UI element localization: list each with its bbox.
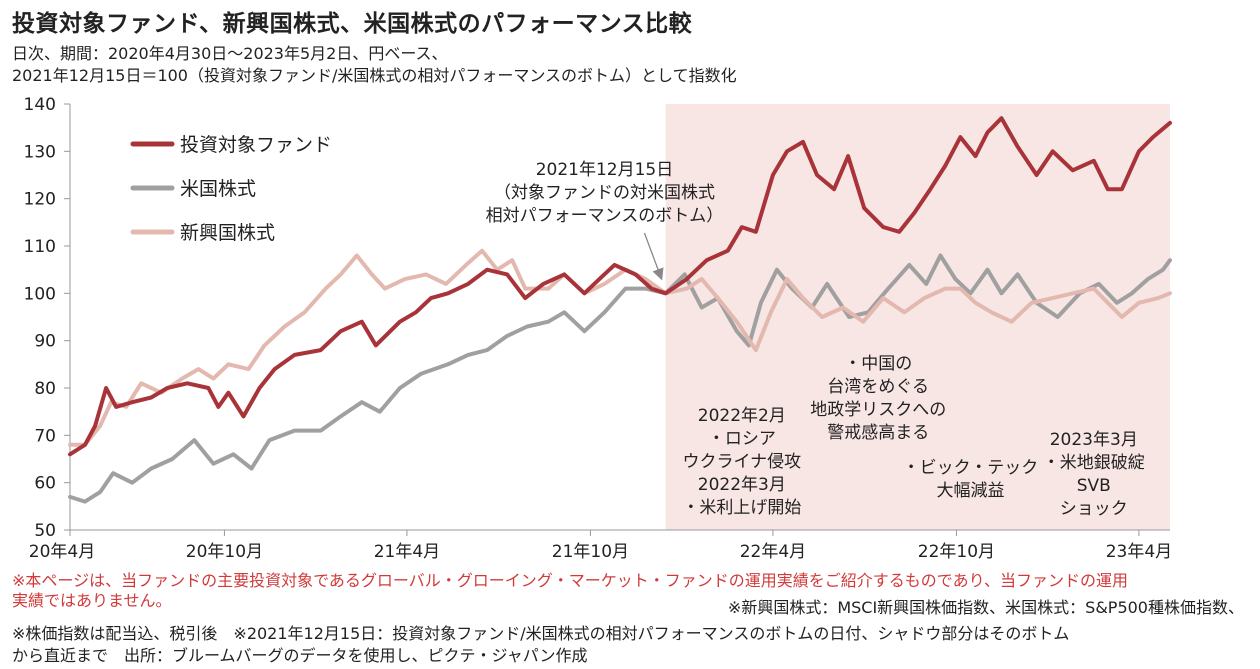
series-layer: [68, 116, 1172, 504]
y-tick-label: 90: [34, 332, 56, 352]
source-note: から直近まで 出所：ブルームバーグのデータを使用し、ピクテ・ジャパン作成: [12, 646, 588, 665]
axis-layer: 50 60 70 80 90 100 110 120 130 140 20年4月 20年10月 21年4…: [24, 95, 1173, 562]
annotation-arrow: [643, 232, 664, 281]
y-tick-label: 110: [24, 237, 56, 257]
x-tick-label: 21年4月: [374, 542, 440, 562]
x-tick-label: 20年10月: [186, 542, 263, 562]
y-tick-label: 50: [34, 521, 56, 541]
x-tick-label: 22年4月: [740, 542, 806, 562]
chart-subtitle-2: 2021年12月15日＝100（投資対象ファンド/米国株式の相対パフォーマンスの…: [12, 66, 737, 85]
annotation-taiwan-line: 台湾をめぐる: [827, 377, 929, 397]
legend-label: 米国株式: [180, 178, 256, 200]
annotation-russia-line: ・米利上げ開始: [682, 498, 801, 518]
annotation-russia-line: 2022年2月: [698, 406, 786, 426]
note-line-2: 実績ではありません。: [12, 591, 172, 610]
annotation-russia-line: ウクライナ侵攻: [682, 452, 801, 472]
chart-title: 投資対象ファンド、新興国株式、米国株式のパフォーマンス比較: [12, 11, 693, 37]
annotation-taiwan-line: 地政学リスクへの: [810, 400, 946, 420]
annotation-taiwan-line: 警戒感高まる: [827, 423, 929, 443]
legend-label: 新興国株式: [180, 222, 275, 244]
legend-label: 投資対象ファンド: [180, 134, 332, 156]
y-tick-label: 140: [24, 95, 56, 115]
y-tick-label: 60: [34, 474, 56, 494]
shade-region: [665, 104, 1170, 530]
chart-subtitle-1: 日次、期間：2020年4月30日～2023年5月2日、円ベース、: [12, 44, 448, 63]
series-line-0: [68, 116, 1172, 457]
annotation-bigtech-line: 大幅減益: [936, 481, 1004, 501]
annotation-russia-line: ・ロシア: [708, 429, 776, 449]
annotation-bigtech-line: ・ビック・テック: [903, 458, 1039, 478]
annotation-russia-line: 2022年3月: [698, 475, 786, 495]
disclaimer-note: ※本ページは、当ファンドの主要投資対象であるグローバル・グローイング・マーケット…: [12, 571, 1252, 611]
annotation-bottom-line: 2021年12月15日: [536, 160, 674, 180]
y-tick-label: 100: [24, 284, 56, 304]
y-tick-label: 130: [24, 142, 56, 162]
annotation-svb-line: ・米地銀破綻: [1043, 453, 1145, 473]
annotation-bottom-line: （対象ファンドの対米国株式: [494, 183, 715, 203]
annotation-svb-line: ショック: [1060, 499, 1128, 519]
annotation-svb-line: SVB: [1077, 476, 1111, 496]
x-tick-label: 22年10月: [918, 542, 995, 562]
y-tick-label: 70: [34, 426, 56, 446]
x-tick-label: 20年4月: [29, 542, 95, 562]
x-tick-label: 23年4月: [1106, 542, 1172, 562]
annotation-svb-line: 2023年3月: [1050, 430, 1138, 450]
x-tick-label: 21年10月: [552, 542, 629, 562]
note-line-1: ※本ページは、当ファンドの主要投資対象であるグローバル・グローイング・マーケット…: [12, 571, 1128, 590]
source-index-note: ※新興国株式：MSCI新興国株価指数、米国株式：S&P500種株価指数、: [727, 598, 1244, 617]
shade-layer: [665, 104, 1170, 530]
series-line-2: [68, 248, 1172, 447]
annotation-bottom-line: 相対パフォーマンスのボトム）: [486, 206, 724, 226]
dividend-note: ※株価指数は配当込、税引後 ※2021年12月15日：投資対象ファンド/米国株式…: [12, 624, 1070, 643]
y-tick-label: 80: [34, 379, 56, 399]
y-tick-label: 120: [24, 190, 56, 210]
annotation-taiwan-line: ・中国の: [844, 354, 912, 374]
